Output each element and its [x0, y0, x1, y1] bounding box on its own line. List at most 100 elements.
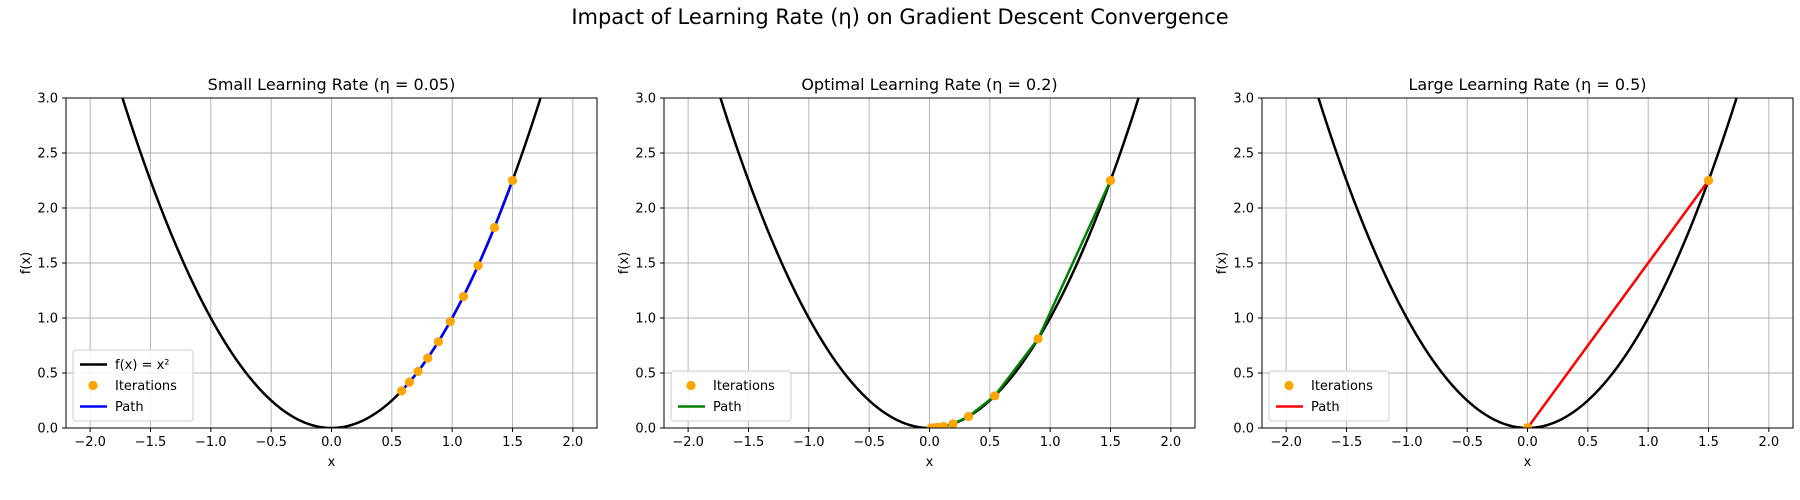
- iteration-point: [397, 386, 407, 396]
- legend-marker: [88, 380, 98, 391]
- y-tick-label: 1.5: [635, 257, 656, 272]
- y-tick-label: 3.0: [37, 92, 58, 107]
- y-axis-label: f(x): [617, 252, 632, 274]
- x-tick-label: 1.5: [1100, 435, 1121, 450]
- x-axis-label: x: [328, 455, 336, 470]
- x-tick-label: −1.5: [733, 435, 765, 450]
- y-tick-label: 2.5: [1233, 147, 1254, 162]
- x-tick-label: −1.0: [195, 435, 227, 450]
- x-axis-label: x: [926, 455, 934, 470]
- y-tick-label: 2.5: [635, 147, 656, 162]
- x-tick-label: 1.5: [502, 435, 523, 450]
- iteration-point: [445, 316, 455, 327]
- y-tick-label: 0.5: [37, 367, 58, 382]
- y-tick-label: 0.5: [635, 367, 656, 382]
- legend-box: [1268, 370, 1390, 422]
- iteration-point: [507, 175, 518, 186]
- y-tick-label: 2.5: [37, 147, 58, 162]
- x-tick-label: 2.0: [1161, 435, 1182, 450]
- y-tick-label: 0.5: [1233, 367, 1254, 382]
- x-tick-label: −0.5: [1451, 435, 1483, 450]
- iteration-point: [1522, 423, 1533, 428]
- x-tick-label: −1.0: [1391, 435, 1423, 450]
- legend-label: Path: [115, 400, 144, 415]
- legend: f(x) = x² Iterations Path: [72, 349, 194, 422]
- iteration-point: [413, 366, 423, 376]
- legend-label: f(x) = x²: [115, 358, 169, 373]
- iteration-point: [473, 261, 483, 271]
- chart-title: Small Learning Rate (η = 0.05): [208, 75, 456, 94]
- x-tick-label: −1.5: [135, 435, 167, 450]
- legend: Iterations Path: [670, 370, 792, 422]
- y-axis-label: f(x): [19, 252, 34, 274]
- iteration-point: [964, 411, 974, 422]
- chart-panel-1: −2.0 −1.5 −1.0 −0.5 0.0 0.5 1.0 1.5 2.0 0.0 0.5 1.0…: [19, 75, 598, 470]
- legend-label: Path: [713, 400, 742, 415]
- legend-label: Iterations: [1311, 379, 1373, 394]
- y-tick-label: 1.5: [37, 257, 58, 272]
- y-tick-label: 2.0: [635, 202, 656, 217]
- path-line: [400, 180, 514, 392]
- y-tick-label: 1.5: [1233, 257, 1254, 272]
- x-tick-label: 0.5: [979, 435, 1000, 450]
- x-tick-label: 1.5: [1698, 435, 1719, 450]
- legend-marker: [686, 380, 696, 391]
- y-tick-label: 0.0: [1233, 422, 1254, 437]
- chart-title: Large Learning Rate (η = 0.5): [1408, 75, 1646, 94]
- iteration-point: [1105, 175, 1116, 186]
- y-tick-label: 1.0: [635, 312, 656, 327]
- x-tick-label: −1.5: [1331, 435, 1363, 450]
- x-tick-label: 0.5: [1577, 435, 1598, 450]
- x-tick-label: −0.5: [853, 435, 885, 450]
- x-tick-label: 2.0: [563, 435, 584, 450]
- x-tick-label: −0.5: [255, 435, 287, 450]
- y-tick-label: 1.0: [1233, 312, 1254, 327]
- legend-box: [72, 349, 194, 422]
- function-curve: [1317, 98, 1738, 428]
- x-tick-label: −1.0: [793, 435, 825, 450]
- path-line: [1526, 179, 1710, 428]
- y-tick-label: 1.0: [37, 312, 58, 327]
- x-axis-label: x: [1524, 455, 1532, 470]
- x-tick-label: 1.0: [1638, 435, 1659, 450]
- iteration-point: [1703, 175, 1714, 186]
- iteration-point: [926, 423, 936, 428]
- y-axis-label: f(x): [1215, 252, 1230, 274]
- iteration-point: [404, 377, 415, 387]
- legend-marker: [1284, 380, 1294, 391]
- y-tick-label: 0.0: [635, 422, 656, 437]
- iteration-point: [423, 353, 433, 363]
- y-tick-label: 2.0: [1233, 202, 1254, 217]
- plot-area: [1317, 98, 1738, 428]
- iteration-point: [948, 419, 958, 428]
- x-tick-label: −2.0: [74, 435, 106, 450]
- legend-label: Iterations: [713, 379, 775, 394]
- x-tick-label: −2.0: [672, 435, 704, 450]
- x-tick-label: 1.0: [442, 435, 463, 450]
- x-tick-label: 0.5: [381, 435, 402, 450]
- chart-panel-2: −2.0 −1.5 −1.0 −0.5 0.0 0.5 1.0 1.5 2.0 0.0 0.5 1.0…: [617, 75, 1196, 470]
- x-tick-label: 0.0: [919, 435, 940, 450]
- iteration-point: [433, 337, 443, 347]
- legend: Iterations Path: [1268, 370, 1390, 422]
- plot-area: [121, 98, 542, 428]
- x-tick-label: −2.0: [1270, 435, 1302, 450]
- iteration-point: [990, 391, 1000, 401]
- x-tick-label: 0.0: [321, 435, 342, 450]
- figure-title: Impact of Learning Rate (η) on Gradient …: [571, 5, 1229, 29]
- chart-title: Optimal Learning Rate (η = 0.2): [801, 75, 1057, 94]
- legend-label: Path: [1311, 400, 1340, 415]
- iteration-point: [458, 291, 469, 302]
- chart-panel-3: −2.0 −1.5 −1.0 −0.5 0.0 0.5 1.0 1.5 2.0 0.0 0.5 1.0…: [1215, 75, 1794, 470]
- legend-label: Iterations: [115, 379, 177, 394]
- x-tick-label: 2.0: [1759, 435, 1780, 450]
- x-tick-label: 0.0: [1517, 435, 1538, 450]
- iteration-point: [489, 222, 500, 233]
- y-tick-label: 0.0: [37, 422, 58, 437]
- path-line: [931, 179, 1112, 428]
- x-tick-label: 1.0: [1040, 435, 1061, 450]
- iteration-point: [1033, 334, 1043, 344]
- y-tick-label: 2.0: [37, 202, 58, 217]
- y-tick-label: 3.0: [1233, 92, 1254, 107]
